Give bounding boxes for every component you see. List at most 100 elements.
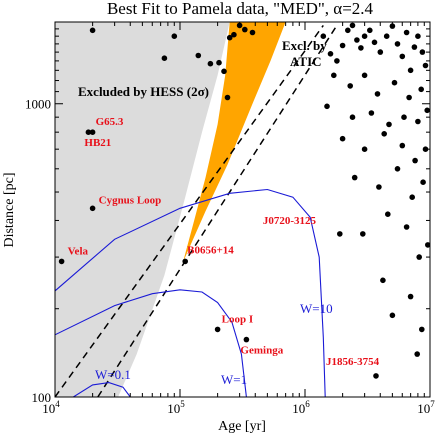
data-point [407, 67, 414, 74]
atic-region-label: Excl. by [282, 38, 327, 53]
data-point [224, 94, 231, 101]
data-point [376, 184, 382, 190]
data-point [424, 107, 430, 114]
data-point [368, 110, 375, 116]
data-point [195, 52, 202, 59]
data-point [389, 23, 396, 29]
data-point [386, 121, 392, 128]
data-point [371, 39, 378, 46]
data-point [403, 29, 410, 36]
data-point [361, 146, 368, 152]
data-point [367, 27, 373, 34]
x-tick-label: 107 [417, 399, 435, 416]
w-curve-1 [73, 382, 131, 397]
y-axis-label: Distance [pc] [2, 172, 17, 247]
data-point [349, 114, 356, 120]
source-label: J0720-3125 [263, 215, 317, 227]
plot-area [55, 22, 430, 397]
source-label: Geminga [240, 345, 283, 357]
data-points [58, 22, 430, 379]
data-point [221, 68, 227, 75]
data-point [231, 31, 237, 38]
source-label: B0656+14 [187, 244, 234, 256]
data-point [394, 41, 401, 47]
w-curve-label: W=10 [300, 301, 333, 316]
data-point [361, 33, 368, 39]
data-point [358, 45, 364, 51]
source-label: HB21 [84, 137, 111, 149]
axis-ticks [54, 22, 431, 398]
dashed-lines [55, 24, 338, 397]
dashed-line-1 [55, 24, 324, 397]
data-point [327, 51, 334, 57]
data-point [334, 58, 340, 64]
data-point [418, 86, 425, 93]
data-point [360, 231, 366, 237]
source-point [58, 258, 65, 265]
w-curve-label: W=1 [221, 372, 247, 387]
source-label: Cygnus Loop [99, 194, 162, 206]
data-point [374, 91, 381, 97]
data-point [242, 26, 248, 33]
data-point [377, 49, 384, 55]
w-curves [55, 188, 326, 397]
data-point [351, 174, 358, 181]
data-point [416, 254, 423, 260]
data-point [171, 33, 178, 39]
data-point [415, 118, 421, 125]
w-curve-2 [55, 289, 247, 397]
dashed-line-2 [97, 24, 338, 397]
data-point [380, 277, 386, 284]
data-point [420, 179, 426, 185]
data-point [339, 135, 346, 142]
atic-excluded-region [182, 22, 286, 264]
data-point [425, 242, 430, 248]
data-point [407, 293, 414, 300]
data-point [403, 224, 410, 230]
chart-title: Best Fit to Pamela data, "MED", α=2.4 [107, 0, 374, 18]
data-point [422, 62, 429, 69]
source-point [214, 326, 221, 333]
data-point [406, 94, 412, 101]
data-point [339, 42, 346, 49]
hess-region-label: Excluded by HESS (2σ) [78, 84, 209, 99]
data-point [389, 312, 396, 319]
data-point [161, 55, 168, 61]
x-tick-label: 106 [292, 399, 310, 416]
plot-frame [54, 21, 431, 398]
data-point [216, 59, 222, 66]
data-point [383, 33, 390, 39]
source-point [337, 231, 343, 237]
data-point [347, 83, 354, 89]
data-point [89, 27, 96, 34]
data-point [385, 211, 391, 217]
data-point [415, 33, 421, 39]
source-label: G65.3 [96, 116, 124, 128]
w-curve-3 [55, 188, 326, 397]
source-point [243, 336, 250, 343]
data-point [394, 166, 401, 172]
data-point [419, 49, 426, 55]
x-axis-label: Age [yr] [218, 419, 266, 434]
data-point [422, 146, 429, 152]
data-point [411, 44, 418, 50]
data-point [409, 194, 416, 200]
w-curve-label: W=0.1 [95, 367, 131, 382]
data-point [354, 37, 360, 43]
data-point [349, 22, 356, 29]
data-point [401, 114, 407, 120]
data-point [320, 33, 327, 39]
data-point [399, 53, 406, 60]
data-point [361, 72, 368, 79]
data-point [412, 157, 418, 164]
data-point [331, 72, 337, 79]
hess-excluded-region [55, 22, 230, 397]
source-point [373, 373, 379, 379]
source-point [89, 205, 96, 212]
data-point [226, 34, 233, 41]
source-label: J1856-3754 [326, 356, 380, 368]
data-point [399, 142, 406, 149]
data-point [249, 29, 256, 36]
